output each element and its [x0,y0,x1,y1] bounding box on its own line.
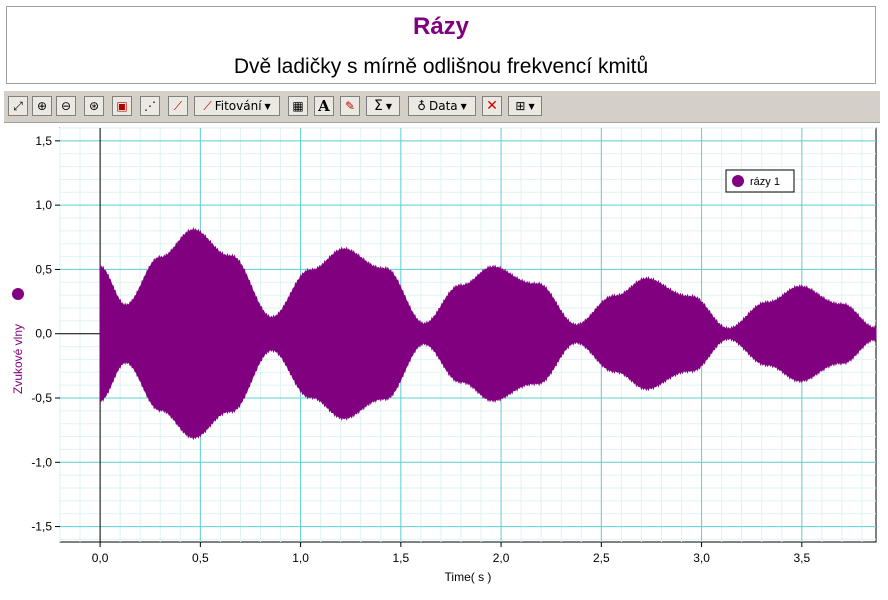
x-tick-label: 1,0 [292,551,309,565]
zoom-in-icon: ⊕ [36,99,48,113]
delete-icon: ✕ [486,98,498,114]
annotation-button[interactable]: A [314,96,334,116]
autoscale-icon: ⤢ [13,99,23,113]
title-box: Rázy Dvě ladičky s mírně odlišnou frekve… [6,6,876,84]
calculator-button[interactable]: ▦ [288,96,308,116]
zoom-graph-button[interactable]: ⊛ [84,96,104,116]
tangent-button[interactable]: ⟋ [168,96,188,116]
curve-fit-label: Fitování [214,99,262,113]
annotation-icon: A [318,96,330,115]
series-raz-1[interactable] [99,227,877,441]
y-tick-labels: 1,5 1,0 0,5 0,0 -0,5 -1,0 -1,5 [31,134,60,534]
x-tick-label: 3,5 [793,551,810,565]
chevron-down-icon: ▼ [264,101,271,111]
graph-options-icon: ⊞ [515,99,526,113]
tangent-icon: ⟋ [173,99,183,113]
x-axis-label: Time( s ) [445,570,492,584]
zoom-in-button[interactable]: ⊕ [32,96,52,116]
y-tick-label: -1,0 [31,455,52,469]
statistics-dropdown[interactable]: Σ ▼ [366,96,400,116]
y-tick-label: -1,5 [31,520,52,534]
draw-prediction-button[interactable]: ✎ [340,96,360,116]
data-dropdown[interactable]: ♁ Data ▼ [408,96,476,116]
chevron-down-icon: ▼ [385,101,392,111]
x-tick-label: 1,5 [392,551,409,565]
graph-options-dropdown[interactable]: ⊞ ▼ [508,96,542,116]
y-tick-label: -0,5 [31,391,52,405]
legend-label: rázy 1 [750,176,780,188]
x-tick-label: 2,5 [593,551,610,565]
graph-title: Rázy [412,13,470,40]
lock-button[interactable]: ▣ [112,96,132,116]
legend[interactable]: rázy 1 [725,169,795,193]
data-drop-icon: ♁ [417,99,426,113]
lock-icon: ▣ [116,99,128,113]
y-tick-label: 1,0 [35,198,52,212]
legend-marker [732,175,744,187]
curve-fit-icon: ⟋ [203,99,212,113]
series-waveform [99,227,877,441]
examine-button[interactable]: ⋰ [140,96,160,116]
curve-fit-dropdown[interactable]: ⟋ Fitování ▼ [194,96,280,116]
x-tick-labels: 0,0 0,5 1,0 1,5 2,0 2,5 3,0 3,5 [92,542,810,565]
zoom-out-button[interactable]: ⊖ [56,96,76,116]
graph-subtitle: Dvě ladičky s mírně odlišnou frekvencí k… [233,55,649,78]
examine-icon: ⋰ [144,99,156,113]
data-label: Data [428,99,458,113]
delete-button[interactable]: ✕ [482,96,502,116]
graph-plot[interactable]: 0,0 0,5 1,0 1,5 2,0 2,5 3,0 3,5 1,5 1,0 0,5 0,0 -0,… [0,124,888,600]
chevron-down-icon: ▼ [528,101,535,111]
x-tick-label: 2,0 [493,551,510,565]
y-axis-label: Zvukové vlny [11,324,25,394]
graph-toolbar: ⤢ ⊕ ⊖ ⊛ ▣ ⋰ ⟋ ⟋ Fitování ▼ ▦ A ✎ Σ ▼ ♁ D… [4,91,880,123]
x-tick-label: 0,5 [192,551,209,565]
chevron-down-icon: ▼ [460,101,467,111]
calculator-icon: ▦ [292,99,304,113]
zoom-graph-icon: ⊛ [88,99,100,113]
y-axis-series-marker [12,288,24,300]
autoscale-button[interactable]: ⤢ [8,96,28,116]
x-tick-label: 0,0 [92,551,109,565]
x-tick-label: 3,0 [693,551,710,565]
legend-box [725,169,795,193]
y-tick-label: 0,5 [35,262,52,276]
y-tick-label: 1,5 [35,134,52,148]
y-tick-label: 0,0 [35,327,52,341]
sigma-icon: Σ [373,98,383,114]
draw-prediction-icon: ✎ [344,99,356,113]
zoom-out-icon: ⊖ [60,99,72,113]
